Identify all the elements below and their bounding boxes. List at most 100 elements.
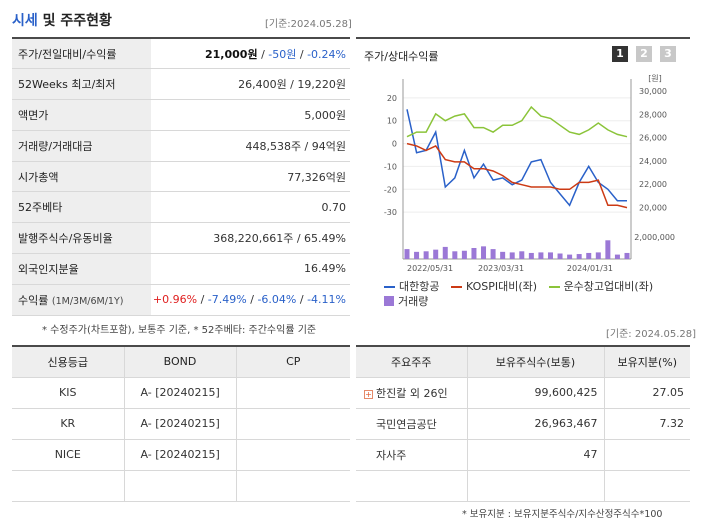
volume-bar [557,253,563,259]
shareholder-table: 주요주주 보유주식수(보통) 보유지분(%) + 한진칼 외 26인 99,600… [356,345,690,502]
volume-bar [576,254,582,259]
holder-pct [603,470,690,502]
quote-row: 액면가 5,000원 [12,99,350,131]
volume-bar [586,252,592,259]
left-axis-tick-label: -20 [384,185,397,194]
shareholder-footnote: * 보유지분 : 보유지분주식수/지수산정주식수*100 [462,509,663,520]
base-date-2: [기준: 2024.05.28] [606,329,697,340]
legend-swatch-icon [548,286,560,288]
right-axis-tick-label: 24,000 [639,157,667,166]
col-header-rating: 신용등급 [12,346,124,378]
left-axis-tick-label: 10 [387,117,397,126]
chart-period-button-2[interactable]: 2 [636,46,652,62]
table-row [356,470,690,502]
volume-bar [442,246,448,259]
x-axis-tick-label: 2022/05/31 [407,264,453,273]
holder-shares: 99,600,425 [466,377,604,409]
chart-period-button-3[interactable]: 3 [660,46,676,62]
left-axis-tick-label: 0 [392,140,397,149]
chart-title: 주가/상대수익률 [364,50,439,63]
right-axis-tick-label: 26,000 [639,134,667,143]
volume-bar [452,251,458,259]
volume-bar [414,251,420,259]
volume-bar [423,251,429,259]
table-row: + 한진칼 외 26인 99,600,425 27.05 [356,377,690,409]
left-axis-tick-label: 20 [387,94,397,103]
col-header-bond: BOND [123,346,236,378]
legend-swatch-icon [384,286,395,288]
price-value: 21,000원 [205,47,258,61]
cp-rating [235,408,350,440]
return-6m: -6.04% [257,293,297,307]
quote-row: 거래량/거래대금 448,538주 / 94억원 [12,130,350,162]
rating-agency: KR [12,408,124,440]
legend-swatch-icon [384,296,394,306]
chart-panel: 주가/상대수익률 1 2 3 20 10 0 -10 -20 -30 [원] 30,000 28… [356,37,690,317]
quote-row: 52주베타 0.70 [12,191,350,224]
volume-bar [595,252,601,259]
holder-pct: 7.32 [603,408,690,440]
col-header-shares: 보유주식수(보통) [466,346,604,378]
quote-row: 발행주식수/유동비율 368,220,661주 / 65.49% [12,222,350,255]
return-1m: +0.96% [152,293,198,307]
volume-bar [471,248,477,259]
chart-legend: 대한항공 KOSPI대비(좌) 운수창고업대비(좌) 거래량 [384,279,684,309]
expand-plus-icon[interactable]: + [364,389,373,399]
section-title-highlight: 시세 [12,13,38,29]
return-period-label: (1M/3M/6M/1Y) [51,295,124,307]
bond-rating: A- [20240215] [123,408,236,440]
section-title: 시세 및 주주현황 [12,10,112,30]
base-date: [기준:2024.05.28] [265,19,352,30]
holder-name: 국민연금공단 [356,408,467,440]
section-title-rest: 및 주주현황 [37,13,112,29]
col-header-pct: 보유지분(%) [603,346,690,378]
quote-value: 21,000원 / -50원 / -0.24% [151,38,350,70]
rating-agency: NICE [12,439,124,471]
bond-rating: A- [20240215] [123,377,236,409]
col-header-cp: CP [235,346,350,378]
right-axis-tick-label: 30,000 [639,87,667,96]
volume-bar [547,252,553,259]
quote-value: 16.49% [151,253,350,285]
quote-footnote: * 수정주가(차트포함), 보통주 기준, * 52주베타: 주간수익률 기준 [42,325,317,336]
table-row: 자사주 47 [356,439,690,471]
quote-value: 368,220,661주 / 65.49% [151,222,350,255]
credit-header-row: 신용등급 BOND CP [12,346,350,378]
quote-row: 시가총액 77,326억원 [12,161,350,193]
price-chart: 20 10 0 -10 -20 -30 [원] 30,000 28,000 26,000 24,00… [384,74,675,273]
table-row: 국민연금공단 26,963,467 7.32 [356,408,690,440]
volume-bar [624,252,630,259]
chart-period-button-1[interactable]: 1 [612,46,628,62]
holder-pct [603,439,690,471]
quote-value: 77,326억원 [151,161,350,193]
holder-pct: 27.05 [603,377,690,409]
quote-label: 주가/전일대비/수익률 [12,38,151,70]
right-axis-tick-label: 22,000 [639,180,667,189]
quote-label: 외국인지분율 [12,253,151,285]
price-change-pct: -0.24% [307,47,346,61]
cp-rating [235,377,350,409]
right-axis-unit: [원] [648,74,662,83]
quote-value: 448,538주 / 94억원 [151,130,350,162]
volume-bar [528,252,534,259]
holder-shares [466,470,604,502]
quote-label: 시가총액 [12,161,151,193]
x-axis-tick-label: 2024/01/31 [567,264,613,273]
quote-row-returns: 수익률 (1M/3M/6M/1Y) +0.96% / -7.49% / -6.0… [12,284,350,316]
table-row [12,470,350,502]
legend-item: KOSPI대비(좌) [450,279,537,294]
holder-name: 자사주 [356,439,467,471]
volume-bar [404,249,410,259]
volume-bar [490,249,496,259]
legend-swatch-icon [450,286,462,288]
quote-row: 외국인지분율 16.49% [12,253,350,285]
legend-item: 운수창고업대비(좌) [548,279,653,294]
left-axis-tick-label: -30 [384,208,397,217]
quote-table: 주가/전일대비/수익률 21,000원 / -50원 / -0.24% 52We… [12,37,350,316]
left-axis-tick-label: -10 [384,162,397,171]
volume-bar [605,240,611,259]
return-1y: -4.11% [307,293,346,307]
quote-row-price: 주가/전일대비/수익률 21,000원 / -50원 / -0.24% [12,38,350,70]
table-row: NICE A- [20240215] [12,439,350,471]
table-row: KR A- [20240215] [12,408,350,440]
